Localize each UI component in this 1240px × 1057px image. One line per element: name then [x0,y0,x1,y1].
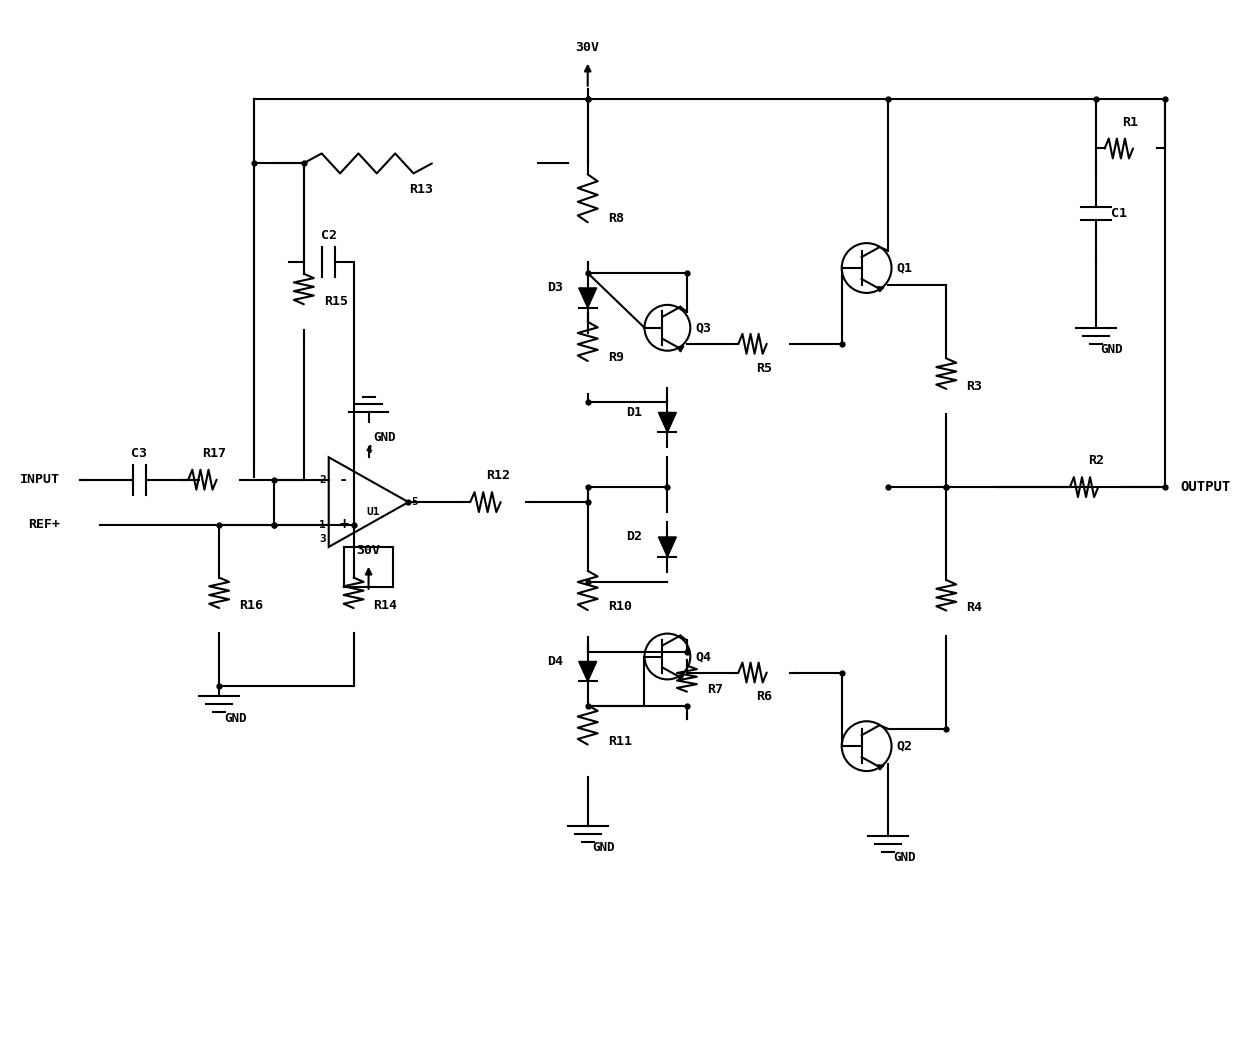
Polygon shape [579,288,596,308]
Text: R11: R11 [608,735,631,747]
Text: D2: D2 [626,531,642,543]
Text: GND: GND [373,431,396,444]
Text: R12: R12 [486,469,510,482]
Text: Q3: Q3 [696,321,712,334]
Text: REF+: REF+ [27,518,60,531]
Text: R5: R5 [756,361,773,375]
Text: INPUT: INPUT [20,474,60,486]
Text: C3: C3 [131,447,148,460]
Text: GND: GND [893,851,915,865]
Text: 30V: 30V [357,544,381,557]
Text: R15: R15 [324,295,347,309]
Text: GND: GND [1101,344,1123,356]
Text: C1: C1 [1111,207,1127,220]
Polygon shape [579,662,596,682]
Text: 4: 4 [366,445,372,456]
Text: R17: R17 [202,447,226,460]
Text: D4: D4 [547,655,563,668]
Text: R6: R6 [756,690,773,704]
Text: D1: D1 [626,406,642,419]
Text: R1: R1 [1122,115,1138,129]
Text: 5: 5 [412,497,418,507]
Text: R8: R8 [608,211,624,225]
Polygon shape [658,412,676,432]
Text: +: + [339,517,348,532]
Text: Q2: Q2 [897,740,913,753]
Text: -: - [339,472,348,487]
Text: 1: 1 [319,519,326,530]
Text: R3: R3 [966,379,982,393]
Text: R14: R14 [373,599,398,612]
Text: 2: 2 [319,475,326,485]
Text: U1: U1 [367,507,381,517]
Text: R10: R10 [608,600,631,613]
Text: Q4: Q4 [696,650,712,663]
Text: GND: GND [224,711,247,725]
Text: 3: 3 [319,534,326,544]
Text: R7: R7 [707,683,723,696]
Text: OUTPUT: OUTPUT [1180,480,1230,495]
Text: R16: R16 [239,599,263,612]
Text: R13: R13 [409,183,433,197]
Text: 30V: 30V [575,41,600,54]
Text: R4: R4 [966,601,982,614]
Text: Q1: Q1 [897,261,913,275]
Polygon shape [658,537,676,557]
Text: GND: GND [593,841,615,854]
Text: R2: R2 [1087,455,1104,467]
Text: C2: C2 [321,229,337,242]
Text: R9: R9 [608,351,624,365]
Text: D3: D3 [547,281,563,295]
